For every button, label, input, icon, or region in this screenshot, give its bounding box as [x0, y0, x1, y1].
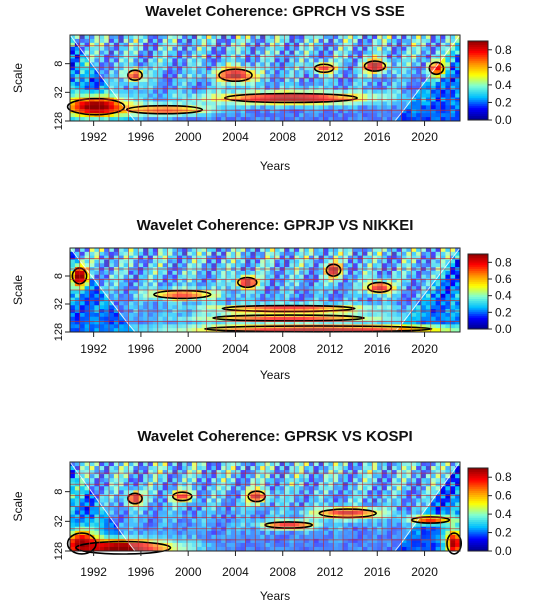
colorbar-tick-label: 0.6: [495, 272, 512, 286]
x-tick-label: 2020: [411, 342, 438, 356]
x-axis-label: Years: [260, 368, 290, 382]
colorbar: 0.8 0.6 0.4 0.2 0.0: [468, 41, 512, 127]
y-tick-label: 128: [53, 112, 65, 130]
chart-svg: Wavelet Coherence: GPRJP VS NIKKEI 8 32 128…: [0, 201, 534, 391]
wavelet-panel-gprch-sse: Wavelet Coherence: GPRCH VS SSE 8 32 128 Sca…: [0, 0, 534, 186]
x-tick-label: 2000: [175, 130, 202, 144]
colorbar-tick-label: 0.0: [495, 113, 512, 127]
colorbar-tick-label: 0.2: [495, 305, 512, 319]
red-grid: [70, 35, 460, 121]
x-tick-label: 2020: [411, 130, 438, 144]
chart-svg: Wavelet Coherence: GPRSK VS KOSPI832128S…: [0, 406, 534, 611]
y-axis-label: Scale: [11, 63, 25, 93]
x-tick-label: 1992: [80, 130, 107, 144]
chart-title: Wavelet Coherence: GPRJP VS NIKKEI: [137, 217, 414, 234]
x-tick-label: 2008: [269, 130, 296, 144]
x-axis-label: Years: [260, 159, 290, 173]
x-tick-label: 2000: [175, 342, 202, 356]
colorbar-tick-label: 0.6: [495, 60, 512, 74]
wavelet-panel-gprjp-nikkei: Wavelet Coherence: GPRJP VS NIKKEI 8 32 128…: [0, 201, 534, 391]
x-tick-label: 2004: [222, 130, 249, 144]
colorbar-tick-label: 0.4: [495, 78, 512, 92]
x-tick-label: 2016: [364, 342, 391, 356]
colorbar-tick-label: 0.8: [495, 255, 512, 269]
chart-svg: Wavelet Coherence: GPRCH VS SSE 8 32 128 Sca…: [0, 0, 534, 186]
x-tick-label: 2012: [317, 130, 344, 144]
y-tick-label: 32: [53, 298, 65, 310]
y-tick-label: 128: [53, 323, 65, 341]
colorbar-tick-label: 0.4: [495, 289, 512, 303]
x-tick-label: 1992: [80, 342, 107, 356]
colorbar: 0.8 0.6 0.4 0.2 0.0: [468, 254, 512, 336]
x-tick-label: 1996: [128, 342, 155, 356]
y-tick-label: 8: [53, 273, 65, 279]
y-tick-label: 8: [53, 61, 65, 67]
x-tick-label: 2012: [317, 342, 344, 356]
x-tick-label: 2008: [269, 342, 296, 356]
colorbar-tick-label: 0.0: [495, 322, 512, 336]
x-tick-label: 1996: [128, 130, 155, 144]
x-tick-label: 2016: [364, 130, 391, 144]
x-tick-label: 2004: [222, 342, 249, 356]
colorbar-tick-label: 0.2: [495, 95, 512, 109]
y-tick-label: 32: [53, 86, 65, 98]
colorbar-tick-label: 0.8: [495, 43, 512, 57]
chart-title: Wavelet Coherence: GPRSK VS KOSPI: [137, 428, 412, 445]
chart-title: Wavelet Coherence: GPRCH VS SSE: [145, 3, 405, 20]
y-axis-label: Scale: [11, 275, 25, 305]
red-grid: [70, 248, 460, 332]
